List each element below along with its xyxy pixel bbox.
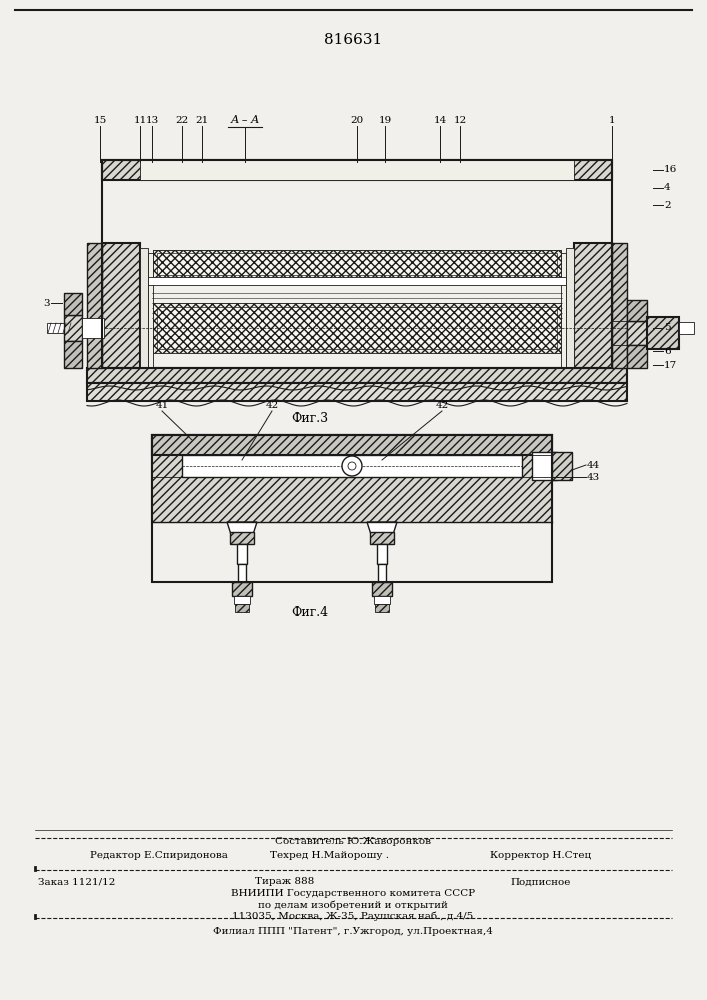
Text: 11: 11 <box>134 116 146 125</box>
Bar <box>82 318 104 338</box>
Bar <box>532 452 557 480</box>
Text: Филиал ППП "Патент", г.Ужгород, ул.Проектная,4: Филиал ППП "Патент", г.Ужгород, ул.Проек… <box>213 928 493 936</box>
Text: Редактор Е.Спиридонова: Редактор Е.Спиридонова <box>90 850 228 859</box>
Bar <box>47 323 72 333</box>
Text: по делам изобретений и открытий: по делам изобретений и открытий <box>258 900 448 910</box>
Text: 14: 14 <box>433 116 447 125</box>
Bar <box>377 544 387 564</box>
Bar <box>102 160 612 180</box>
Bar <box>627 345 647 368</box>
Bar <box>552 452 572 480</box>
Text: Подписное: Подписное <box>510 878 571 886</box>
Bar <box>372 582 392 596</box>
Bar <box>153 250 561 278</box>
Bar <box>566 248 574 368</box>
Text: 113035, Москва, Ж-35, Раушская наб., д.4/5: 113035, Москва, Ж-35, Раушская наб., д.4… <box>233 911 474 921</box>
Bar <box>627 321 647 345</box>
Bar <box>148 277 566 285</box>
Text: 17: 17 <box>664 360 677 369</box>
Bar <box>64 315 82 341</box>
Text: 19: 19 <box>378 116 392 125</box>
Bar <box>153 303 561 353</box>
Bar <box>378 564 386 582</box>
Text: 21: 21 <box>195 116 209 125</box>
Bar <box>148 253 153 368</box>
Bar <box>612 243 627 368</box>
Bar <box>152 435 552 522</box>
Bar <box>87 243 102 368</box>
Text: 2: 2 <box>664 200 671 210</box>
Bar <box>102 160 612 368</box>
Text: 42: 42 <box>436 401 449 410</box>
Bar <box>87 383 627 401</box>
Bar <box>153 250 561 278</box>
Bar <box>574 243 612 368</box>
Text: 1: 1 <box>609 116 615 125</box>
Bar <box>140 160 574 180</box>
Bar <box>157 307 557 349</box>
Text: А – А: А – А <box>230 115 259 125</box>
Text: 816631: 816631 <box>324 33 382 47</box>
Text: 15: 15 <box>93 116 107 125</box>
Text: ВНИИПИ Государственного комитета СССР: ВНИИПИ Государственного комитета СССР <box>231 890 475 898</box>
Text: Фиг.4: Фиг.4 <box>291 605 329 618</box>
Bar <box>375 604 389 612</box>
Polygon shape <box>227 522 257 544</box>
Bar <box>627 300 647 321</box>
Text: Фиг.3: Фиг.3 <box>291 412 329 424</box>
Bar <box>370 532 394 544</box>
Bar <box>647 317 679 349</box>
Text: Составитель Ю.Жаворонков: Составитель Ю.Жаворонков <box>275 838 431 846</box>
Bar <box>64 341 82 368</box>
Text: 41: 41 <box>156 401 169 410</box>
Bar <box>152 435 552 522</box>
Bar <box>87 368 627 383</box>
Text: Техред Н.Майорошу .: Техред Н.Майорошу . <box>270 850 389 859</box>
Bar <box>561 253 566 368</box>
Bar <box>157 253 557 275</box>
Text: 5: 5 <box>664 324 671 332</box>
Bar <box>235 604 249 612</box>
Circle shape <box>342 456 362 476</box>
Text: 42: 42 <box>265 401 279 410</box>
Text: 4: 4 <box>664 184 671 192</box>
Circle shape <box>348 462 356 470</box>
Bar <box>238 564 246 582</box>
Text: Корректор Н.Стец: Корректор Н.Стец <box>490 850 591 859</box>
Text: 13: 13 <box>146 116 158 125</box>
Text: 43: 43 <box>587 473 600 482</box>
Text: 44: 44 <box>587 460 600 470</box>
Text: Заказ 1121/12: Заказ 1121/12 <box>38 878 115 886</box>
Bar <box>679 322 694 334</box>
Text: 6: 6 <box>664 347 671 356</box>
Text: 22: 22 <box>175 116 189 125</box>
Bar <box>140 248 148 368</box>
Bar <box>374 596 390 604</box>
Bar <box>182 455 522 477</box>
Bar <box>152 435 552 455</box>
Text: Тираж 888: Тираж 888 <box>255 878 314 886</box>
Bar <box>230 532 254 544</box>
Bar <box>102 243 140 368</box>
Bar <box>234 596 250 604</box>
Text: 3: 3 <box>43 298 50 308</box>
Text: 20: 20 <box>351 116 363 125</box>
Bar <box>237 544 247 564</box>
Polygon shape <box>367 522 397 544</box>
Text: 12: 12 <box>453 116 467 125</box>
Bar <box>64 293 82 315</box>
Bar <box>152 435 552 582</box>
Text: 16: 16 <box>664 165 677 174</box>
Bar <box>232 582 252 596</box>
